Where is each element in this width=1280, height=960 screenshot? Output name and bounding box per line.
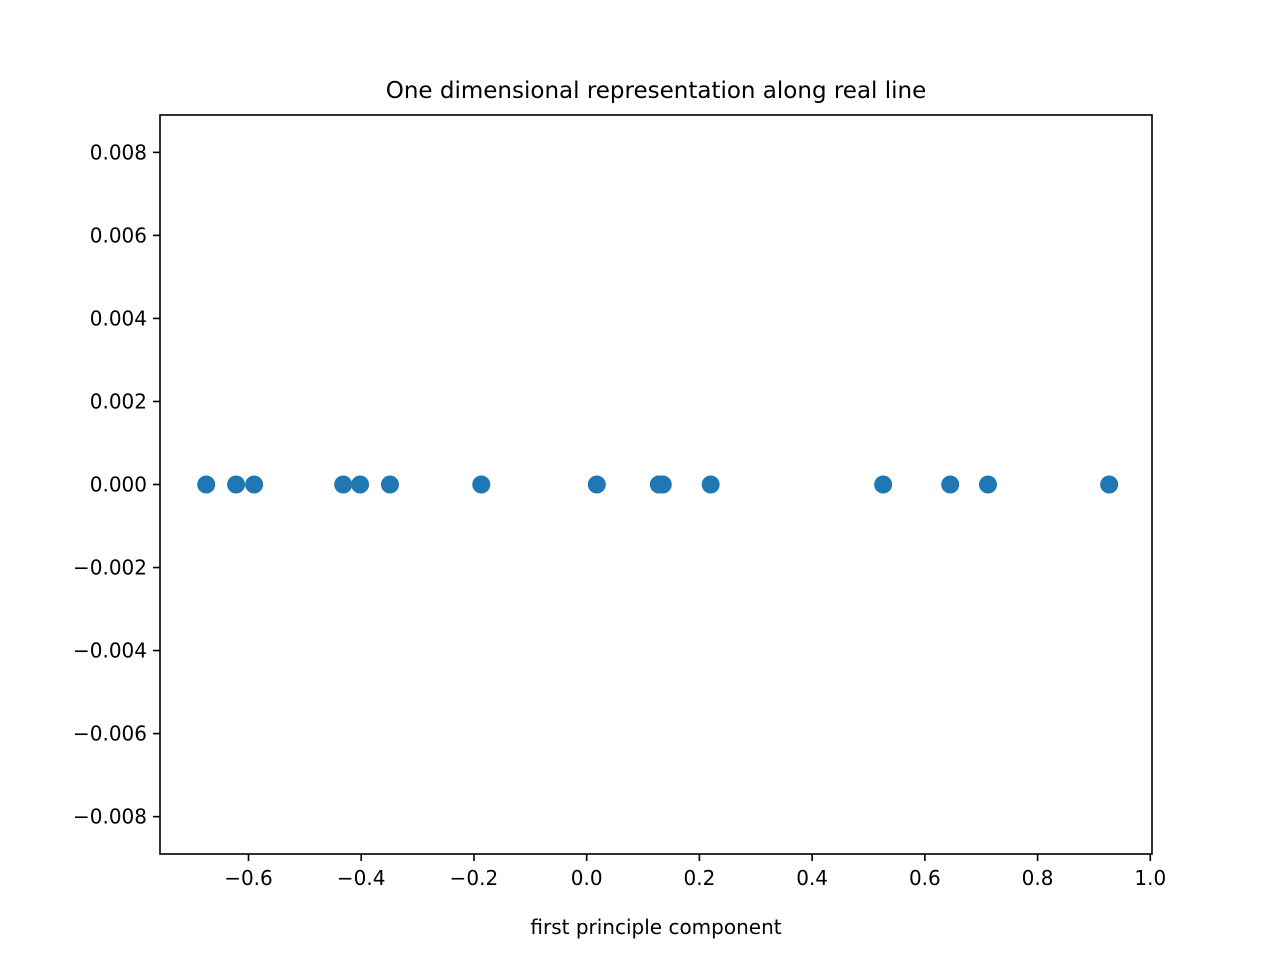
y-tick-label: 0.006 <box>90 223 147 247</box>
scatter-point <box>587 475 606 494</box>
scatter-point <box>472 475 491 494</box>
y-tick-label: −0.004 <box>73 639 147 663</box>
scatter-point <box>701 475 720 494</box>
x-tick-label: 0.6 <box>909 866 941 890</box>
y-tick-label: −0.006 <box>73 722 147 746</box>
y-tick-label: −0.002 <box>73 556 147 580</box>
scatter-point <box>197 475 216 494</box>
scatter-point <box>380 475 399 494</box>
scatter-point <box>1100 475 1119 494</box>
scatter-point <box>334 475 353 494</box>
x-axis: −0.6 −0.4 −0.2 0.0 0.2 0.4 0.6 0.8 1.0 <box>224 854 1166 890</box>
x-tick-label: −0.4 <box>337 866 386 890</box>
scatter-point <box>941 475 960 494</box>
scatter-point <box>351 475 370 494</box>
chart-title: One dimensional representation along rea… <box>386 78 927 104</box>
x-tick-label: −0.6 <box>224 866 273 890</box>
scatter-point <box>245 475 264 494</box>
x-tick-label: 1.0 <box>1134 866 1166 890</box>
scatter-point <box>978 475 997 494</box>
x-tick-label: 0.2 <box>683 866 715 890</box>
x-tick-label: 0.8 <box>1022 866 1054 890</box>
scatter-point <box>227 475 246 494</box>
y-tick-label: 0.008 <box>90 140 147 164</box>
x-axis-label: first principle component <box>530 915 781 939</box>
plot-frame <box>159 114 1153 855</box>
scatter-point <box>653 475 672 494</box>
y-tick-label: 0.000 <box>90 473 147 497</box>
y-tick-label: 0.004 <box>90 306 147 330</box>
x-tick-label: 0.0 <box>571 866 603 890</box>
scatter-point <box>874 475 893 494</box>
y-axis: 0.008 0.006 0.004 0.002 0.000 −0.002 −0.004 −0.… <box>73 140 160 829</box>
y-tick-label: 0.002 <box>90 389 147 413</box>
y-tick-label: −0.008 <box>73 805 147 829</box>
x-tick-label: 0.4 <box>796 866 828 890</box>
plot-area <box>197 475 1119 494</box>
x-tick-label: −0.2 <box>450 866 499 890</box>
